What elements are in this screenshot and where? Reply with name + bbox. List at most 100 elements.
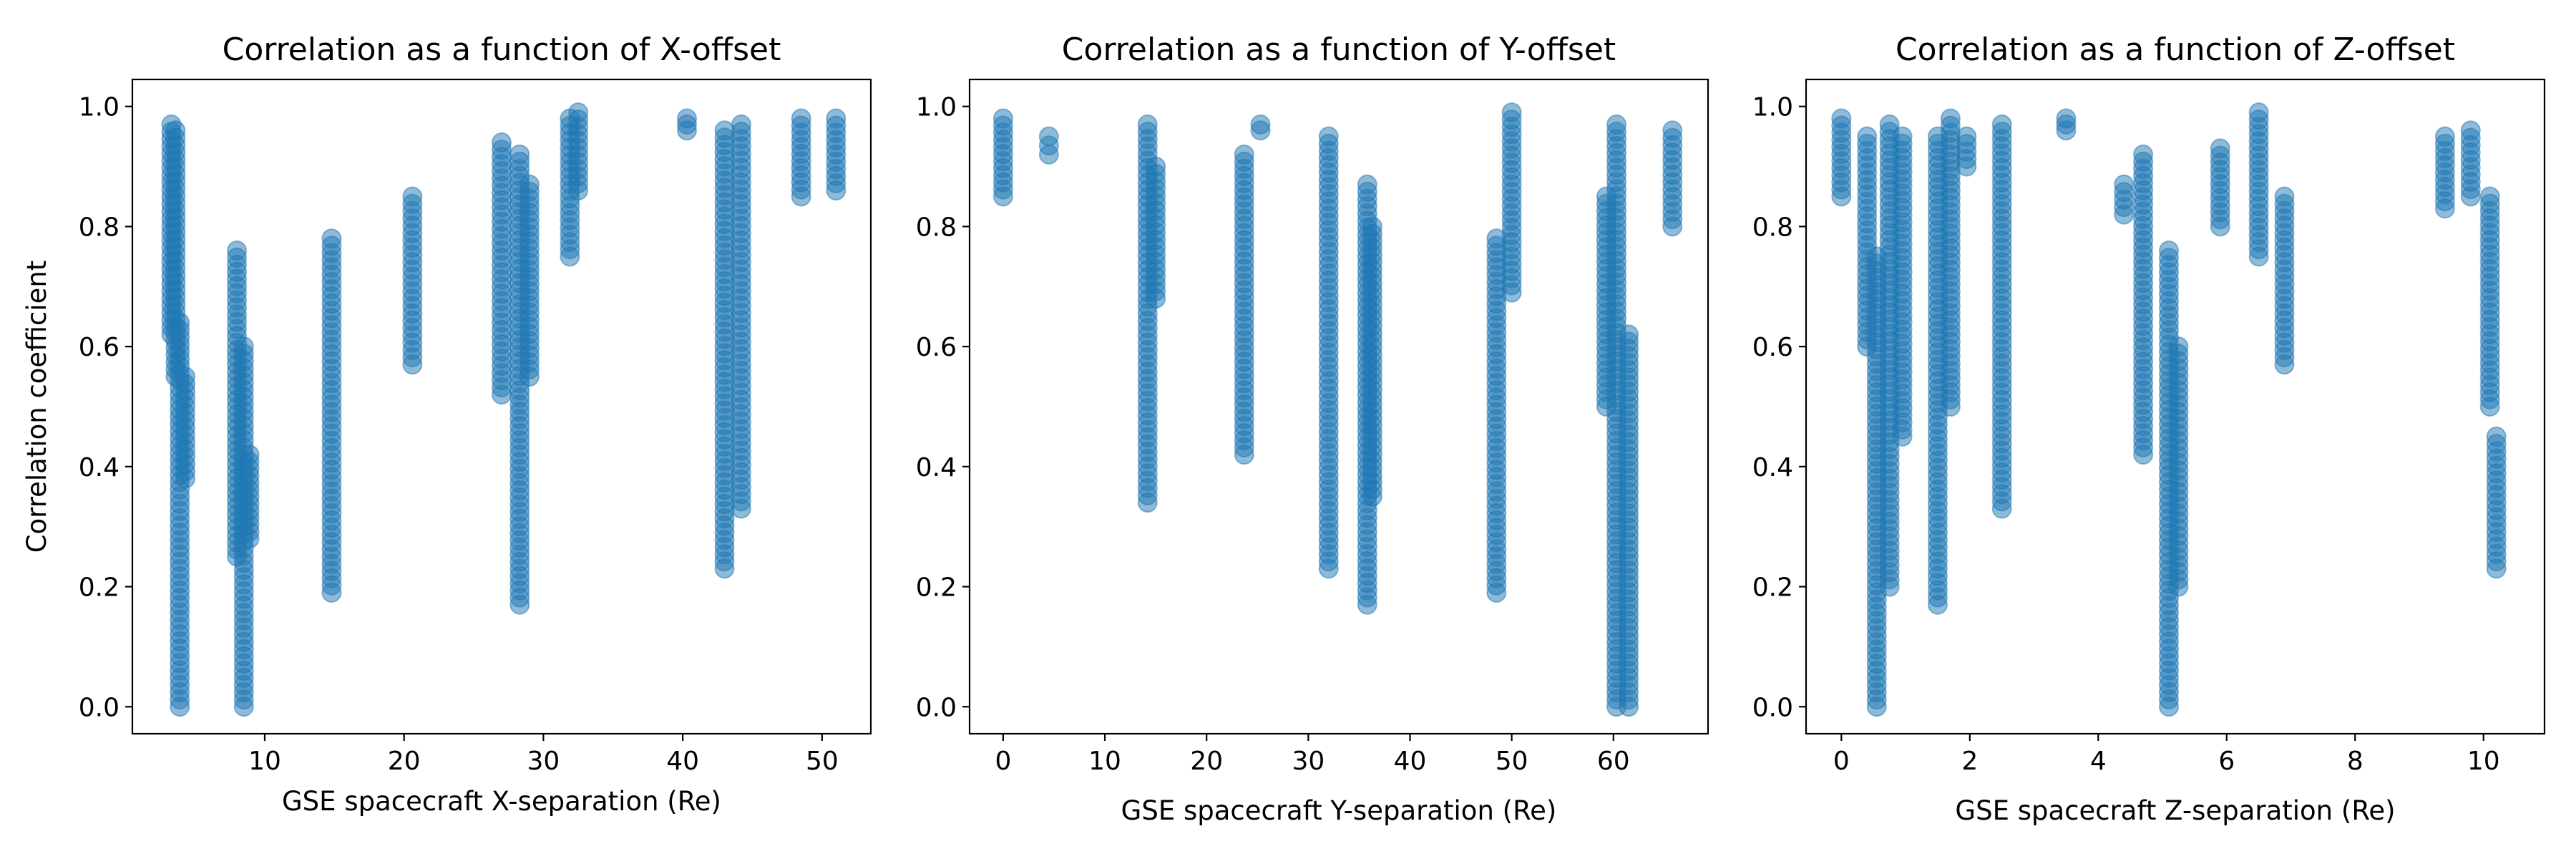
data-point xyxy=(1501,102,1522,123)
data-point xyxy=(1940,108,1961,129)
x-tick-label: 40 xyxy=(1394,747,1427,776)
data-point xyxy=(1662,120,1683,141)
data-point xyxy=(170,312,190,333)
data-point xyxy=(1892,126,1913,147)
y-tick-label: 0.0 xyxy=(1752,693,1793,722)
data-point xyxy=(2168,336,2189,357)
data-point xyxy=(2159,240,2180,261)
data-point xyxy=(165,120,186,141)
data-point xyxy=(1857,126,1878,147)
x-tick-label: 20 xyxy=(388,747,421,776)
y-tick-label: 1.0 xyxy=(1752,93,1793,122)
y-tick-label: 0.0 xyxy=(916,693,957,722)
data-point xyxy=(2434,126,2455,147)
data-point xyxy=(1357,174,1377,195)
y-tick-label: 0.4 xyxy=(79,453,119,482)
y-tick-label: 0.6 xyxy=(1752,333,1793,362)
chart-title: Correlation as a function of Z-offset xyxy=(1896,31,2455,68)
y-tick-label: 0.0 xyxy=(79,693,119,722)
y-tick-label: 0.2 xyxy=(1752,573,1793,603)
panel-y-offset: Correlation as a function of Y-offset GS… xyxy=(916,31,1709,826)
x-tick-label: 8 xyxy=(2347,747,2363,776)
x-tick-label: 30 xyxy=(1292,747,1324,776)
data-point xyxy=(509,144,530,165)
data-point xyxy=(1234,144,1254,165)
data-point xyxy=(1991,114,2012,135)
y-axis-label: Correlation coefficient xyxy=(21,261,52,553)
y-tick-label: 0.6 xyxy=(916,333,957,362)
data-point xyxy=(2460,120,2481,141)
x-axis-label: GSE spacecraft X-separation (Re) xyxy=(282,786,721,817)
x-tick-label: 0 xyxy=(995,747,1011,776)
axes-frame xyxy=(131,78,872,735)
data-point xyxy=(992,108,1013,129)
x-tick-label: 50 xyxy=(1496,747,1528,776)
data-point xyxy=(568,102,589,123)
data-point xyxy=(402,186,423,207)
data-point xyxy=(1956,126,1977,147)
x-tick-label: 10 xyxy=(248,747,281,776)
data-point xyxy=(2248,102,2269,123)
x-tick-label: 60 xyxy=(1597,747,1630,776)
data-point xyxy=(239,445,260,465)
x-tick-label: 50 xyxy=(806,747,839,776)
data-point xyxy=(492,132,512,153)
data-point xyxy=(321,228,342,249)
panel-x-offset: Correlation as a function of X-offset Co… xyxy=(21,31,872,817)
data-point xyxy=(676,108,697,129)
chart-title: Correlation as a function of Y-offset xyxy=(1062,31,1616,68)
y-tick-label: 0.6 xyxy=(79,333,119,362)
data-point xyxy=(227,240,248,261)
x-tick-label: 2 xyxy=(1961,747,1978,776)
y-tick-label: 0.4 xyxy=(916,453,957,482)
y-tick-label: 0.8 xyxy=(1752,213,1793,242)
data-point xyxy=(714,120,735,141)
data-point xyxy=(1146,156,1166,177)
chart-title: Correlation as a function of X-offset xyxy=(223,31,781,68)
data-point xyxy=(1879,114,1900,135)
data-point xyxy=(1318,126,1339,147)
x-axis-label: GSE spacecraft Y-separation (Re) xyxy=(1121,795,1557,826)
y-tick-label: 0.2 xyxy=(916,573,957,603)
data-point xyxy=(175,367,195,387)
data-point xyxy=(2114,174,2135,195)
data-point xyxy=(1137,114,1158,135)
axes-frame xyxy=(968,78,1709,735)
x-tick-label: 6 xyxy=(2218,747,2235,776)
plot-area: 0.0 0.2 0.4 0.6 0.8 1.0 0 2 4 6 8 10 xyxy=(1752,93,2507,776)
data-point xyxy=(519,174,540,195)
x-tick-label: 30 xyxy=(527,747,560,776)
data-point xyxy=(1038,126,1059,147)
data-point xyxy=(1619,324,1639,345)
data-point xyxy=(1250,114,1271,135)
data-point xyxy=(2210,138,2230,159)
y-tick-label: 0.8 xyxy=(916,213,957,242)
x-axis-label: GSE spacecraft Z-separation (Re) xyxy=(1955,795,2395,826)
data-point xyxy=(731,114,751,135)
y-tick-label: 0.2 xyxy=(79,573,119,603)
plot-area: 0.0 0.2 0.4 0.6 0.8 1.0 0 10 20 30 40 50 60 xyxy=(916,93,1683,776)
data-point xyxy=(1831,108,1852,129)
y-tick-label: 0.8 xyxy=(79,213,119,242)
data-point xyxy=(1362,216,1382,237)
y-tick-label: 1.0 xyxy=(916,93,957,122)
data-point xyxy=(791,108,811,129)
axes-frame xyxy=(1805,78,2546,735)
data-point xyxy=(2479,186,2500,207)
data-point xyxy=(1606,114,1627,135)
x-tick-label: 0 xyxy=(1833,747,1850,776)
data-point xyxy=(2056,108,2077,129)
x-tick-label: 10 xyxy=(2467,747,2500,776)
x-tick-label: 20 xyxy=(1190,747,1223,776)
y-tick-label: 0.4 xyxy=(1752,453,1793,482)
data-point xyxy=(233,336,254,357)
panel-z-offset: Correlation as a function of Z-offset GS… xyxy=(1752,31,2546,826)
data-point xyxy=(2486,426,2507,447)
x-tick-label: 4 xyxy=(2090,747,2107,776)
plot-area: 0.0 0.2 0.4 0.6 0.8 1.0 10 20 30 40 50 xyxy=(79,93,847,776)
data-point xyxy=(2274,186,2295,207)
y-tick-label: 1.0 xyxy=(79,93,119,122)
x-tick-label: 40 xyxy=(666,747,699,776)
